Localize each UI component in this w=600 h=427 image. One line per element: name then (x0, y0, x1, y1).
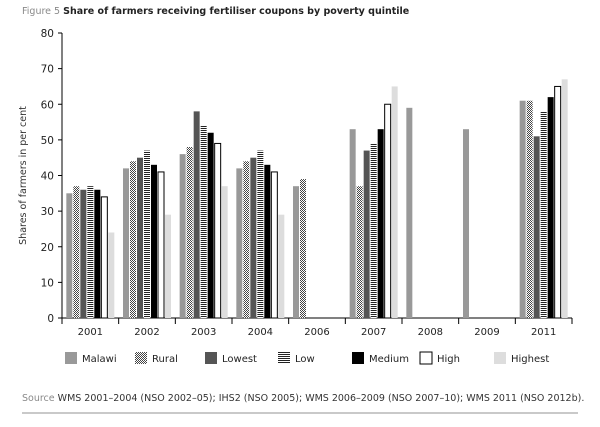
bar-high-2011 (554, 85, 562, 319)
legend-label-medium: Medium (369, 354, 409, 365)
bar-lowest-2003 (193, 111, 200, 318)
bar-low-2002 (144, 150, 150, 318)
bar-malawi-2001 (66, 193, 73, 318)
bar-malawi-2007 (349, 129, 356, 318)
bar-highest-2011 (561, 79, 568, 318)
bar-medium-2003 (207, 132, 214, 318)
y-tick-label: 40 (41, 171, 54, 183)
bar-highest-2007 (391, 86, 398, 318)
x-tick-label: 2004 (248, 327, 273, 338)
bar-highest-2002 (165, 214, 171, 318)
y-tick-label: 10 (41, 277, 54, 289)
x-tick-label: 2001 (78, 327, 103, 338)
legend-label-low: Low (295, 354, 315, 365)
bar-low-2007 (370, 143, 377, 318)
bar-highest-2004 (278, 214, 285, 318)
x-tick-label: 2008 (418, 327, 443, 338)
legend: Malawi Rural Lowest Low Medium High Highest (65, 351, 549, 365)
legend-label-highest: Highest (511, 354, 549, 365)
bar-rural-2001 (73, 186, 80, 318)
bar-low-2003 (200, 125, 207, 318)
legend-swatch-malawi (65, 352, 77, 364)
y-tick-label: 70 (41, 64, 54, 76)
bar-low-2004 (257, 150, 264, 318)
x-tick-label: 2011 (531, 327, 556, 338)
legend-label-high: High (437, 354, 460, 365)
y-tick-label: 20 (41, 242, 54, 254)
bar-low-2011 (540, 111, 547, 318)
y-tick-label: 60 (41, 99, 54, 111)
bar-malawi-2008 (406, 107, 413, 318)
plot-area: 0 10 20 30 40 50 60 70 80 Shares of farmers in pe… (18, 28, 573, 338)
bar-medium-2004 (264, 164, 271, 318)
bar-rural-2007 (356, 186, 363, 318)
y-tick-label: 0 (47, 313, 54, 325)
y-axis-title: Shares of farmers in per cent (18, 106, 29, 245)
bar-malawi-2006 (293, 186, 299, 318)
bar-malawi-2003 (179, 154, 186, 318)
bar-high-2002 (157, 171, 165, 319)
bar-high-2007 (384, 103, 392, 319)
bar-rural-2004 (243, 161, 250, 318)
legend-label-rural: Rural (152, 354, 178, 365)
x-tick-label: 2002 (134, 327, 159, 338)
y-tick-label: 80 (41, 28, 54, 40)
bar-medium-2011 (547, 97, 554, 318)
bar-high-2004 (270, 171, 278, 319)
y-tick-label: 30 (41, 206, 54, 218)
bottom-rule (22, 412, 578, 414)
bar-medium-2002 (151, 164, 157, 318)
bar-lowest-2004 (250, 157, 257, 318)
legend-label-malawi: Malawi (82, 354, 117, 365)
bar-lowest-2007 (363, 150, 370, 318)
bar-lowest-2011 (533, 136, 540, 318)
bar-highest-2003 (221, 186, 228, 318)
source-text: WMS 2001–2004 (NSO 2002–05); IHS2 (NSO 2… (57, 393, 585, 404)
bar-malawi-2002 (123, 168, 129, 318)
x-tick-label: 2003 (191, 327, 216, 338)
legend-swatch-lowest (205, 352, 217, 364)
x-tick-label: 2007 (361, 327, 386, 338)
bar-low-2001 (87, 186, 94, 318)
x-tick-label: 2006 (304, 327, 329, 338)
source-note: Source WMS 2001–2004 (NSO 2002–05); IHS2… (22, 393, 584, 404)
legend-swatch-medium (352, 352, 364, 364)
bar-malawi-2011 (519, 100, 526, 318)
y-tick-label: 50 (41, 135, 54, 147)
bar-highest-2001 (108, 232, 115, 318)
bar-lowest-2002 (137, 157, 143, 318)
legend-swatch-highest (494, 352, 506, 364)
bar-lowest-2001 (80, 189, 87, 318)
legend-swatch-rural (135, 352, 147, 364)
legend-swatch-low (278, 352, 290, 364)
x-tick-label: 2009 (474, 327, 499, 338)
legend-label-lowest: Lowest (222, 354, 257, 365)
bar-malawi-2009 (463, 129, 469, 318)
bar-chart: 0 10 20 30 40 50 60 70 80 Shares of farmers in pe… (18, 28, 573, 365)
source-label: Source (22, 393, 55, 404)
figure-title-text: Share of farmers receiving fertiliser co… (63, 6, 410, 17)
bar-rural-2003 (186, 147, 193, 318)
bar-rural-2002 (130, 161, 136, 318)
bar-rural-2011 (526, 100, 533, 318)
bar-high-2001 (100, 196, 108, 319)
bar-high-2003 (214, 142, 222, 319)
bar-rural-2006 (300, 179, 306, 318)
bar-medium-2001 (94, 189, 101, 318)
bar-medium-2007 (377, 129, 384, 318)
figure-title: Figure 5 Share of farmers receiving fert… (22, 6, 409, 17)
bar-malawi-2004 (236, 168, 243, 318)
legend-swatch-high (419, 351, 433, 365)
figure-label: Figure 5 (22, 6, 61, 17)
